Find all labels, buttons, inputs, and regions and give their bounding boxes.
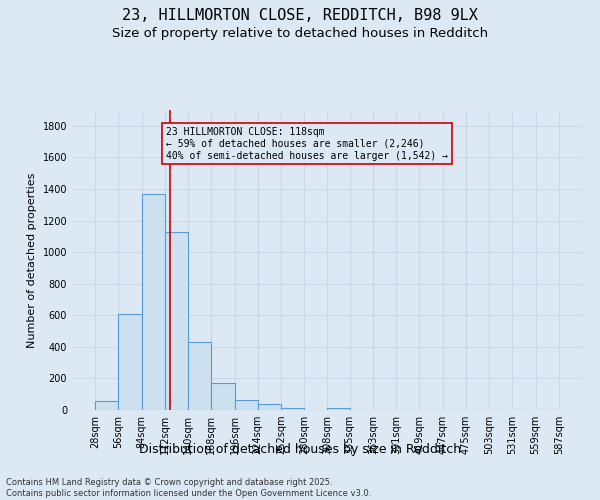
Text: Contains HM Land Registry data © Crown copyright and database right 2025.
Contai: Contains HM Land Registry data © Crown c… bbox=[6, 478, 371, 498]
Bar bbox=[328, 408, 350, 410]
Bar bbox=[142, 194, 165, 410]
Text: 23, HILLMORTON CLOSE, REDDITCH, B98 9LX: 23, HILLMORTON CLOSE, REDDITCH, B98 9LX bbox=[122, 8, 478, 22]
Text: 23 HILLMORTON CLOSE: 118sqm
← 59% of detached houses are smaller (2,246)
40% of : 23 HILLMORTON CLOSE: 118sqm ← 59% of det… bbox=[166, 128, 448, 160]
Bar bbox=[235, 400, 258, 410]
Bar bbox=[258, 404, 281, 410]
Bar bbox=[165, 232, 188, 410]
Bar bbox=[118, 314, 142, 410]
Text: Distribution of detached houses by size in Redditch: Distribution of detached houses by size … bbox=[139, 442, 461, 456]
Bar bbox=[281, 408, 304, 410]
Bar bbox=[211, 383, 235, 410]
Text: Size of property relative to detached houses in Redditch: Size of property relative to detached ho… bbox=[112, 28, 488, 40]
Y-axis label: Number of detached properties: Number of detached properties bbox=[27, 172, 37, 348]
Bar bbox=[95, 402, 118, 410]
Bar bbox=[188, 342, 211, 410]
